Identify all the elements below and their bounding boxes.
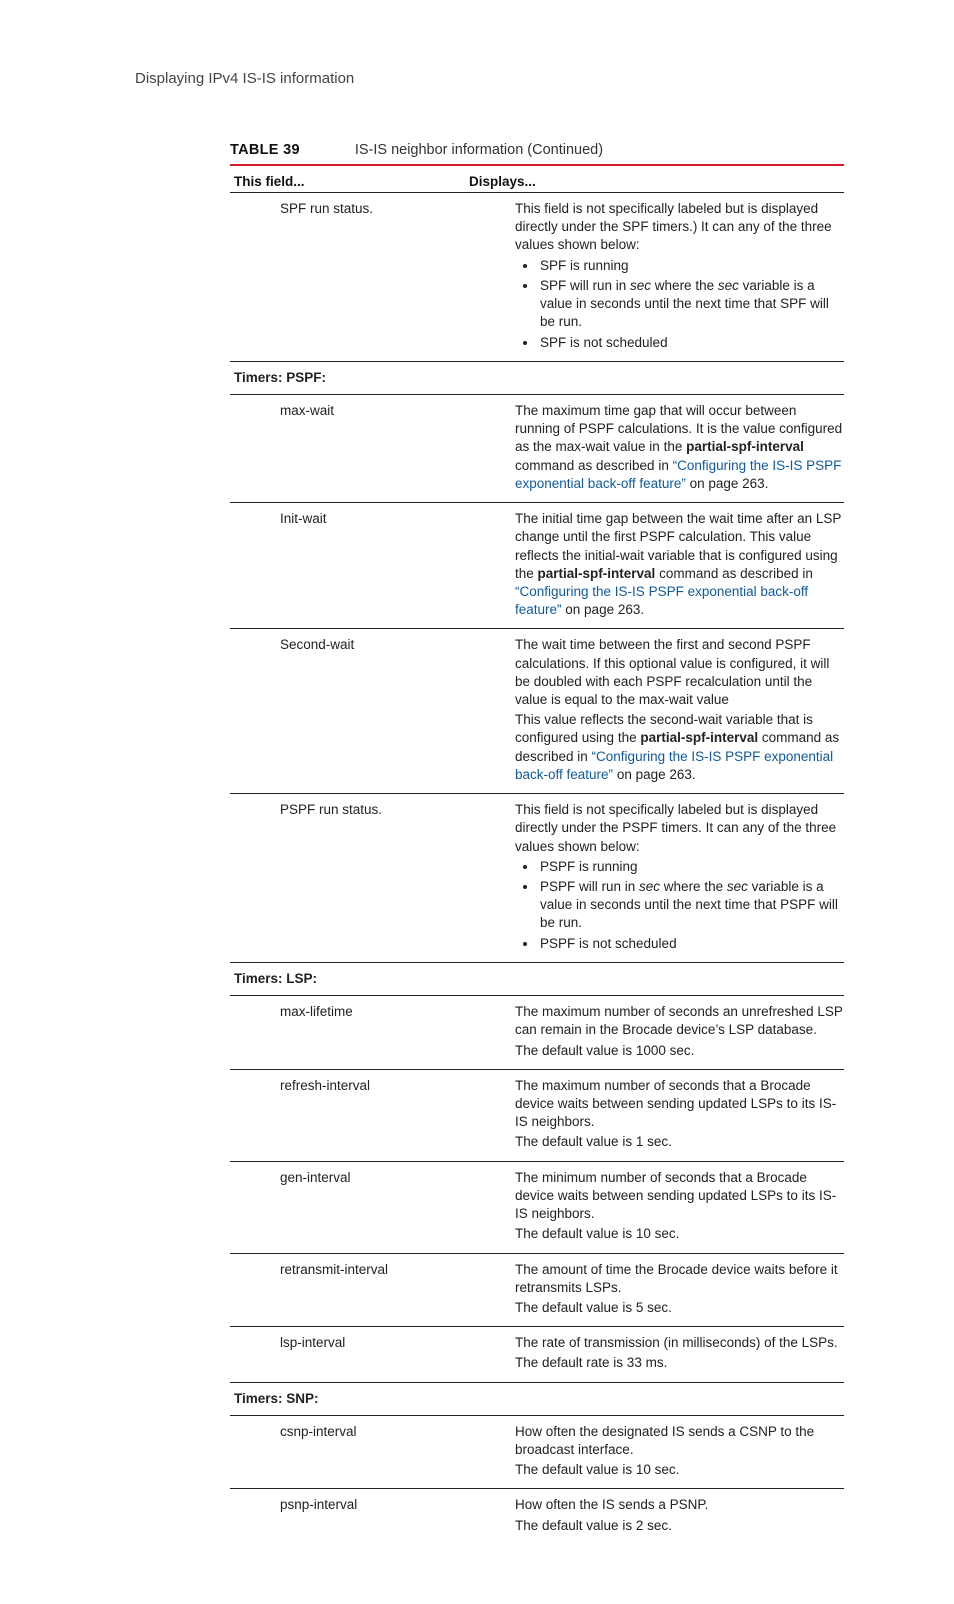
field-name: lsp-interval — [230, 1334, 515, 1374]
section-label: Timers: LSP: — [230, 970, 469, 988]
table-39: TABLE 39 IS-IS neighbor information (Con… — [230, 142, 844, 1544]
table-section-row: Timers: LSP: — [230, 963, 844, 996]
table-header-right: Displays... — [469, 174, 844, 189]
field-description — [469, 369, 844, 387]
field-description: How often the IS sends a PSNP.The defaul… — [515, 1496, 844, 1536]
table-row: max-lifetimeThe maximum number of second… — [230, 996, 844, 1070]
table-title-row: TABLE 39 IS-IS neighbor information (Con… — [230, 142, 844, 166]
table-row: psnp-intervalHow often the IS sends a PS… — [230, 1489, 844, 1543]
page-root: Displaying IPv4 IS-IS information TABLE … — [0, 0, 954, 1604]
table-row: refresh-intervalThe maximum number of se… — [230, 1070, 844, 1162]
table-header-row: This field... Displays... — [230, 170, 844, 193]
table-row: SPF run status.This field is not specifi… — [230, 193, 844, 362]
field-name: gen-interval — [230, 1169, 515, 1246]
table-header-left: This field... — [230, 174, 469, 189]
table-section-row: Timers: SNP: — [230, 1383, 844, 1416]
table-row: Init-waitThe initial time gap between th… — [230, 503, 844, 629]
section-label: Timers: SNP: — [230, 1390, 469, 1408]
field-description — [469, 1390, 844, 1408]
field-name: Second-wait — [230, 636, 515, 786]
field-name: max-lifetime — [230, 1003, 515, 1062]
field-description: This field is not specifically labeled b… — [515, 200, 844, 354]
table-row: gen-intervalThe minimum number of second… — [230, 1162, 844, 1254]
table-row: retransmit-intervalThe amount of time th… — [230, 1254, 844, 1328]
field-description: The minimum number of seconds that a Bro… — [515, 1169, 844, 1246]
table-row: lsp-intervalThe rate of transmission (in… — [230, 1327, 844, 1382]
field-description: The wait time between the first and seco… — [515, 636, 844, 786]
field-description: The maximum number of seconds an unrefre… — [515, 1003, 844, 1062]
field-name: refresh-interval — [230, 1077, 515, 1154]
table-body: SPF run status.This field is not specifi… — [230, 193, 844, 1544]
field-description: The amount of time the Brocade device wa… — [515, 1261, 844, 1320]
field-description: The rate of transmission (in millisecond… — [515, 1334, 844, 1374]
table-label: TABLE 39 — [230, 142, 300, 158]
table-section-row: Timers: PSPF: — [230, 362, 844, 395]
table-caption: IS-IS neighbor information (Continued) — [355, 142, 603, 158]
breadcrumb: Displaying IPv4 IS-IS information — [135, 70, 844, 87]
field-name: psnp-interval — [230, 1496, 515, 1536]
table-row: Second-waitThe wait time between the fir… — [230, 629, 844, 794]
field-name: max-wait — [230, 402, 515, 495]
field-name: Init-wait — [230, 510, 515, 621]
field-description: The initial time gap between the wait ti… — [515, 510, 844, 621]
field-description — [469, 970, 844, 988]
field-name: csnp-interval — [230, 1423, 515, 1482]
table-row: PSPF run status.This field is not specif… — [230, 794, 844, 963]
field-name: PSPF run status. — [230, 801, 515, 955]
field-name: SPF run status. — [230, 200, 515, 354]
field-description: The maximum time gap that will occur bet… — [515, 402, 844, 495]
field-description: This field is not specifically labeled b… — [515, 801, 844, 955]
field-description: The maximum number of seconds that a Bro… — [515, 1077, 844, 1154]
table-row: csnp-intervalHow often the designated IS… — [230, 1416, 844, 1490]
field-description: How often the designated IS sends a CSNP… — [515, 1423, 844, 1482]
section-label: Timers: PSPF: — [230, 369, 469, 387]
table-row: max-waitThe maximum time gap that will o… — [230, 395, 844, 503]
field-name: retransmit-interval — [230, 1261, 515, 1320]
